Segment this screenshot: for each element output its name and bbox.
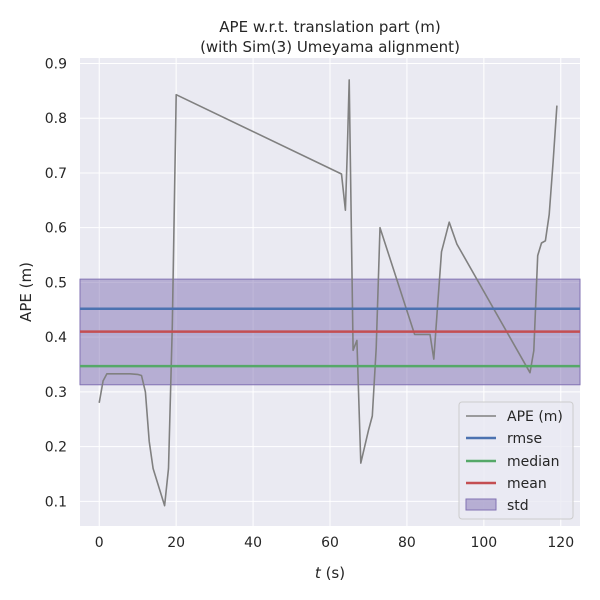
legend-label-std: std <box>507 498 529 514</box>
legend-label-median: median <box>507 454 559 470</box>
x-axis-ticks: 0 20 40 60 80 100 120 <box>95 535 574 551</box>
x-tick-label: 60 <box>321 535 339 551</box>
legend-swatch-std <box>465 498 497 511</box>
x-axis-label-var: t <box>315 564 322 582</box>
y-axis-label: APE (m) <box>17 262 35 322</box>
x-axis-label: t (s) <box>315 564 345 582</box>
y-tick-label: 0.5 <box>45 275 67 291</box>
chart-title: APE w.r.t. translation part (m) <box>219 18 440 36</box>
legend-label-rmse: rmse <box>507 431 542 447</box>
y-tick-label: 0.4 <box>45 330 67 346</box>
chart-subtitle: (with Sim(3) Umeyama alignment) <box>200 38 460 56</box>
x-tick-label: 120 <box>547 535 574 551</box>
y-tick-label: 0.9 <box>45 56 67 72</box>
y-axis-ticks: 0.1 0.2 0.3 0.4 0.5 0.6 0.7 0.8 0.9 <box>45 56 67 510</box>
x-tick-label: 20 <box>167 535 185 551</box>
x-tick-label: 0 <box>95 535 104 551</box>
y-tick-label: 0.3 <box>45 385 67 401</box>
y-tick-label: 0.2 <box>45 440 67 456</box>
x-tick-label: 40 <box>244 535 262 551</box>
legend-label-mean: mean <box>507 476 547 492</box>
y-tick-label: 0.8 <box>45 111 67 127</box>
legend: APE (m) rmse median mean std <box>458 401 574 520</box>
y-tick-label: 0.1 <box>45 494 67 510</box>
y-tick-label: 0.7 <box>45 166 67 182</box>
legend-label-ape: APE (m) <box>507 409 563 425</box>
x-tick-label: 100 <box>470 535 497 551</box>
stat-layer <box>80 307 580 368</box>
x-tick-label: 80 <box>398 535 416 551</box>
x-axis-label-unit: (s) <box>326 564 346 582</box>
legend-box <box>458 401 574 520</box>
y-tick-label: 0.6 <box>45 221 67 237</box>
